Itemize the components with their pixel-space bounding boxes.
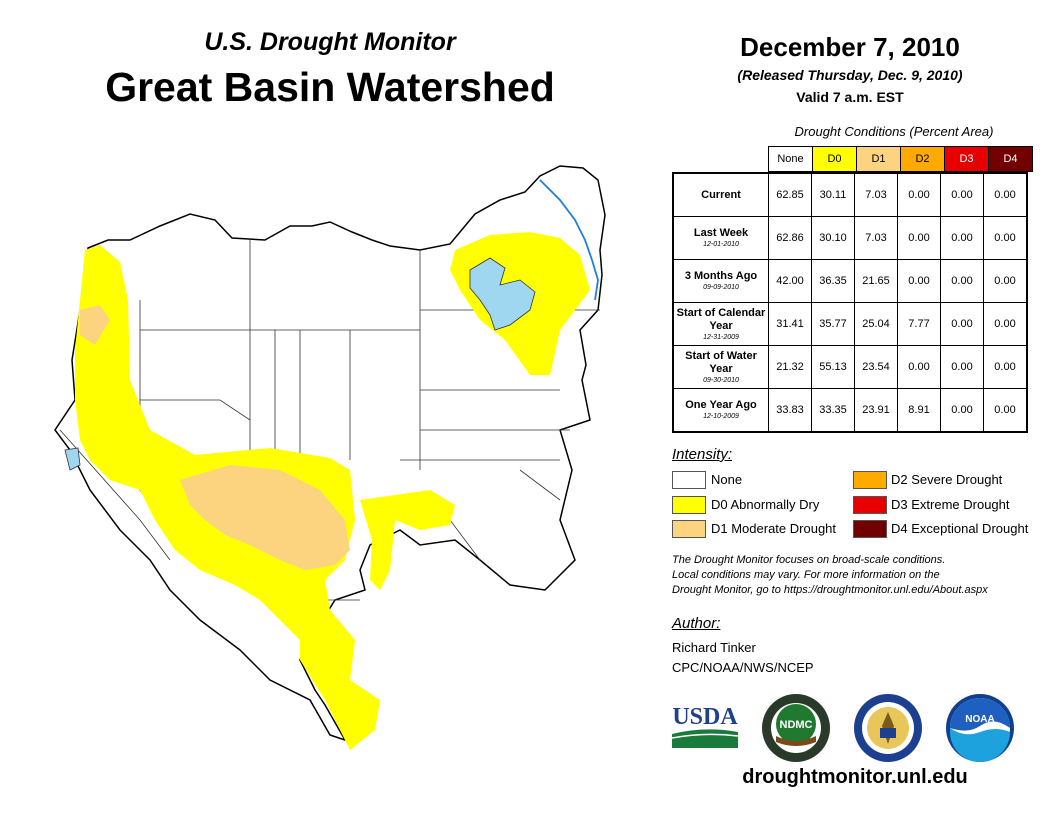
table-cell: 36.35 xyxy=(811,259,855,303)
table-cell: 21.65 xyxy=(854,259,898,303)
table-cell: 33.83 xyxy=(768,388,812,433)
ndmc-logo: NDMC xyxy=(762,694,830,762)
row-label: Start of Water Year 09-30-2010 xyxy=(672,345,769,389)
legend-label-d4: D4 Exceptional Drought xyxy=(891,521,1029,536)
row-label: 3 Months Ago 09-09-2010 xyxy=(672,259,769,303)
legend-swatch-d4 xyxy=(853,520,887,538)
row-label: Last Week 12-01-2010 xyxy=(672,216,769,260)
table-cell: 0.00 xyxy=(897,216,941,260)
conditions-table-header: None D0 D1 D2 D3 D4 xyxy=(768,146,1033,172)
table-row: Last Week 12-01-2010 62.86 30.10 7.03 0.0… xyxy=(672,216,1028,260)
table-cell: 7.03 xyxy=(854,172,898,217)
usda-logo: USDA xyxy=(671,704,738,748)
table-cell: 0.00 xyxy=(897,345,941,389)
watershed-outline xyxy=(54,165,606,742)
legend-label-d0: D0 Abnormally Dry xyxy=(711,497,820,512)
legend-label-d3: D3 Extreme Drought xyxy=(891,497,1010,512)
legend-title: Intensity: xyxy=(672,446,733,463)
author-info: Richard Tinker CPC/NOAA/NWS/NCEP xyxy=(672,638,814,678)
table-cell: 0.00 xyxy=(940,388,984,433)
conditions-table: Current 62.85 30.11 7.03 0.00 0.00 0.00 … xyxy=(672,172,1028,433)
legend-swatch-d1 xyxy=(672,520,706,538)
author-name: Richard Tinker xyxy=(672,640,756,655)
table-cell: 0.00 xyxy=(897,259,941,303)
row-label: Current xyxy=(672,172,769,217)
table-cell: 25.04 xyxy=(854,302,898,346)
table-cell: 0.00 xyxy=(940,302,984,346)
table-cell: 31.41 xyxy=(768,302,812,346)
report-date: December 7, 2010 xyxy=(740,32,960,62)
table-cell: 0.00 xyxy=(983,302,1028,346)
table-row: Current 62.85 30.11 7.03 0.00 0.00 0.00 xyxy=(672,172,1028,217)
author-org: CPC/NOAA/NWS/NCEP xyxy=(672,660,814,675)
table-cell: 62.86 xyxy=(768,216,812,260)
watershed-map xyxy=(54,165,606,750)
col-none: None xyxy=(768,146,813,172)
legend-label-d1: D1 Moderate Drought xyxy=(711,521,837,536)
table-cell: 0.00 xyxy=(940,216,984,260)
col-d2: D2 xyxy=(900,146,945,172)
author-heading: Author: xyxy=(672,615,721,632)
commerce-seal xyxy=(854,694,922,762)
col-d4: D4 xyxy=(988,146,1033,172)
valid-time: Valid 7 a.m. EST xyxy=(796,89,904,105)
table-cell: 0.00 xyxy=(983,259,1028,303)
legend-swatch-d2 xyxy=(853,471,887,489)
legend-label-d2: D2 Severe Drought xyxy=(891,472,1003,487)
table-row: One Year Ago 12-10-2009 33.83 33.35 23.91… xyxy=(672,388,1028,433)
lakes xyxy=(64,257,536,471)
legend-swatch-d3 xyxy=(853,496,887,514)
table-cell: 0.00 xyxy=(940,345,984,389)
col-d3: D3 xyxy=(944,146,989,172)
table-cell: 0.00 xyxy=(940,259,984,303)
legend-swatch-none xyxy=(672,471,706,489)
table-cell: 0.00 xyxy=(940,172,984,217)
row-label: Start of Calendar Year 12-31-2009 xyxy=(672,302,769,346)
table-cell: 62.85 xyxy=(768,172,812,217)
table-cell: 35.77 xyxy=(811,302,855,346)
note-line: Local conditions may vary. For more info… xyxy=(672,569,940,581)
svg-text:NOAA: NOAA xyxy=(965,714,994,725)
note-line: The Drought Monitor focuses on broad-sca… xyxy=(672,554,946,566)
table-cell: 23.54 xyxy=(854,345,898,389)
table-cell: 7.77 xyxy=(897,302,941,346)
table-cell: 0.00 xyxy=(897,172,941,217)
table-cell: 0.00 xyxy=(983,345,1028,389)
map-subtitle: U.S. Drought Monitor xyxy=(204,28,456,56)
map-title: Great Basin Watershed xyxy=(105,64,555,110)
note-line: Drought Monitor, go to https://droughtmo… xyxy=(672,584,988,596)
website-link[interactable]: droughtmonitor.unl.edu xyxy=(742,766,968,788)
noaa-logo: NOAA xyxy=(946,694,1014,762)
conditions-table-title: Drought Conditions (Percent Area) xyxy=(794,124,994,139)
table-cell: 21.32 xyxy=(768,345,812,389)
drought-note: The Drought Monitor focuses on broad-sca… xyxy=(672,553,1042,598)
table-cell: 33.35 xyxy=(811,388,855,433)
table-cell: 23.91 xyxy=(854,388,898,433)
table-row: 3 Months Ago 09-09-2010 42.00 36.35 21.65… xyxy=(672,259,1028,303)
d1-areas xyxy=(80,305,350,570)
table-cell: 42.00 xyxy=(768,259,812,303)
table-row: Start of Calendar Year 12-31-2009 31.41 3… xyxy=(672,302,1028,346)
table-cell: 30.11 xyxy=(811,172,855,217)
table-cell: 7.03 xyxy=(854,216,898,260)
river xyxy=(539,179,599,301)
svg-text:NDMC: NDMC xyxy=(780,719,813,731)
col-d1: D1 xyxy=(856,146,901,172)
table-cell: 55.13 xyxy=(811,345,855,389)
table-cell: 0.00 xyxy=(983,388,1028,433)
legend-swatch-d0 xyxy=(672,496,706,514)
table-cell: 0.00 xyxy=(983,216,1028,260)
table-cell: 8.91 xyxy=(897,388,941,433)
svg-text:USDA: USDA xyxy=(672,704,738,730)
table-cell: 30.10 xyxy=(811,216,855,260)
row-label: One Year Ago 12-10-2009 xyxy=(672,388,769,433)
table-row: Start of Water Year 09-30-2010 21.32 55.1… xyxy=(672,345,1028,389)
col-d0: D0 xyxy=(812,146,857,172)
table-cell: 0.00 xyxy=(983,172,1028,217)
legend-label-none: None xyxy=(711,472,743,487)
release-date: (Released Thursday, Dec. 9, 2010) xyxy=(737,67,963,83)
